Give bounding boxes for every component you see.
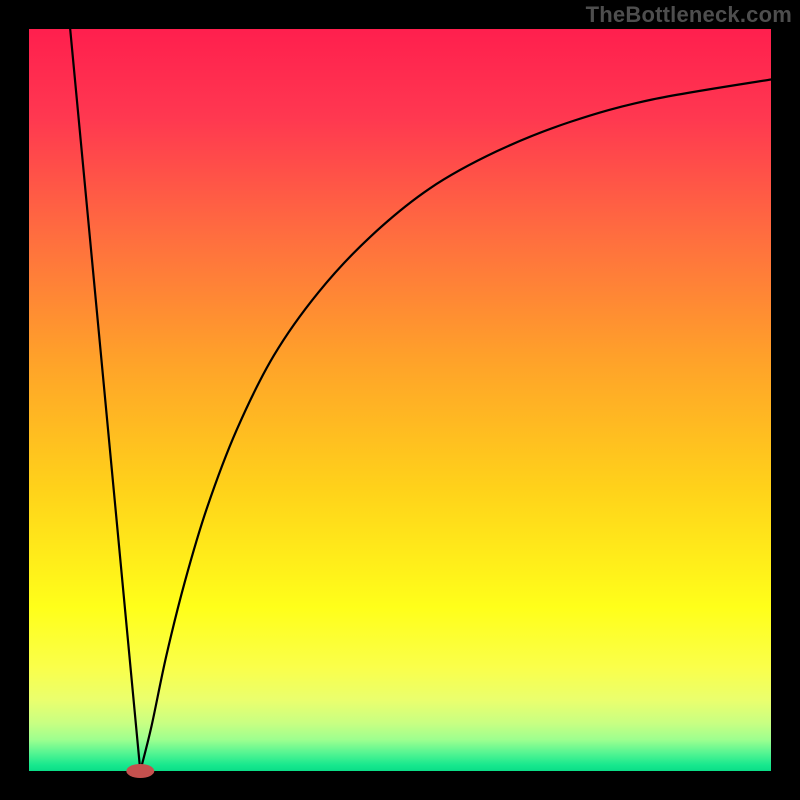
chart-gradient-background (29, 29, 771, 771)
watermark-text: TheBottleneck.com (586, 2, 792, 28)
bottleneck-chart (0, 0, 800, 800)
chart-container: TheBottleneck.com (0, 0, 800, 800)
optimal-point-marker (126, 764, 154, 778)
